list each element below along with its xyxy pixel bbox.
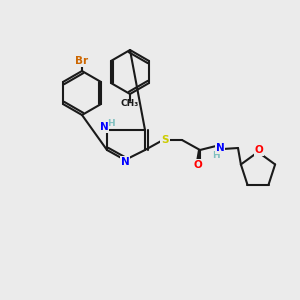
Text: N: N bbox=[216, 143, 224, 153]
Text: Br: Br bbox=[75, 56, 88, 66]
Text: N: N bbox=[100, 122, 108, 132]
Text: O: O bbox=[194, 160, 202, 170]
Text: H: H bbox=[107, 118, 115, 127]
Text: S: S bbox=[161, 135, 169, 145]
Text: H: H bbox=[212, 152, 220, 160]
Text: O: O bbox=[255, 145, 263, 155]
Text: CH₃: CH₃ bbox=[121, 100, 139, 109]
Text: N: N bbox=[121, 157, 129, 167]
